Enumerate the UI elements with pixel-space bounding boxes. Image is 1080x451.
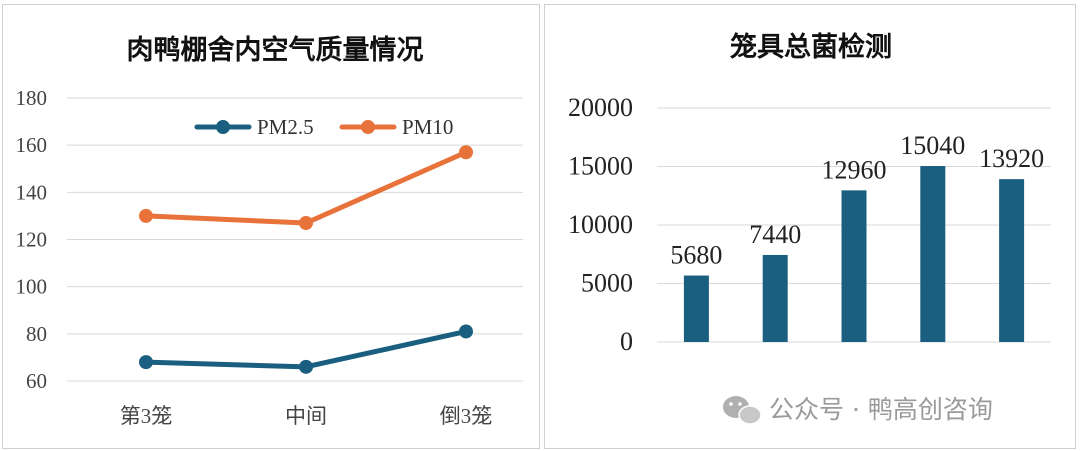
line-chart-title: 肉鸭棚舍内空气质量情况 xyxy=(127,34,424,66)
bar-chart-panel: 笼具总菌检测 0 5000 10000 15000 20000 5680 7440 1296… xyxy=(544,4,1076,449)
data-point xyxy=(459,145,473,160)
y-tick-label: 60 xyxy=(26,369,47,393)
legend-label: PM10 xyxy=(402,115,453,139)
y-tick-label: 160 xyxy=(16,133,48,157)
y-tick-label: 140 xyxy=(16,180,48,204)
wechat-icon xyxy=(723,396,762,425)
y-tick-label: 20000 xyxy=(568,93,633,122)
bar xyxy=(683,275,709,342)
y-tick-label: 180 xyxy=(16,86,48,110)
bar-value-label: 15040 xyxy=(900,131,965,160)
x-tick-label: 中间 xyxy=(285,404,327,428)
data-point xyxy=(139,355,153,370)
bar-value-label: 13920 xyxy=(979,144,1044,173)
data-point xyxy=(299,215,313,230)
x-tick-label: 第3笼 xyxy=(120,404,173,428)
bar-value-label: 7440 xyxy=(749,220,801,249)
bar-chart: 笼具总菌检测 0 5000 10000 15000 20000 5680 7440 1296… xyxy=(568,31,1051,425)
bar xyxy=(999,179,1025,342)
y-tick-label: 10000 xyxy=(568,210,633,239)
line-chart-panel: 肉鸭棚舍内空气质量情况 60 80 100 120 140 160 180 第3笼 中间 倒3笼… xyxy=(2,4,540,449)
data-point xyxy=(299,359,313,374)
legend-marker xyxy=(361,120,375,134)
y-tick-label: 15000 xyxy=(568,152,633,181)
watermark: 公众号 · 鸭高创咨询 xyxy=(723,395,993,425)
bar xyxy=(841,190,867,342)
y-tick-label: 100 xyxy=(16,275,48,299)
series-line-pm10 xyxy=(143,149,469,226)
data-point xyxy=(459,324,473,339)
watermark-text: 公众号 · 鸭高创咨询 xyxy=(769,395,993,424)
bar xyxy=(920,166,946,342)
legend-label: PM2.5 xyxy=(257,115,314,139)
y-tick-label: 0 xyxy=(620,327,633,356)
legend-marker xyxy=(216,120,230,134)
y-tick-label: 5000 xyxy=(581,269,633,298)
line-chart: 肉鸭棚舍内空气质量情况 60 80 100 120 140 160 180 第3笼 中间 倒3笼… xyxy=(16,34,523,428)
y-tick-label: 80 xyxy=(26,322,47,346)
x-tick-label: 倒3笼 xyxy=(440,404,493,428)
data-point xyxy=(139,208,153,223)
bar-chart-title: 笼具总菌检测 xyxy=(730,31,892,63)
bar xyxy=(762,254,788,342)
bar-value-label: 12960 xyxy=(822,155,887,184)
bar-value-label: 5680 xyxy=(670,241,722,270)
y-tick-label: 120 xyxy=(16,228,48,252)
